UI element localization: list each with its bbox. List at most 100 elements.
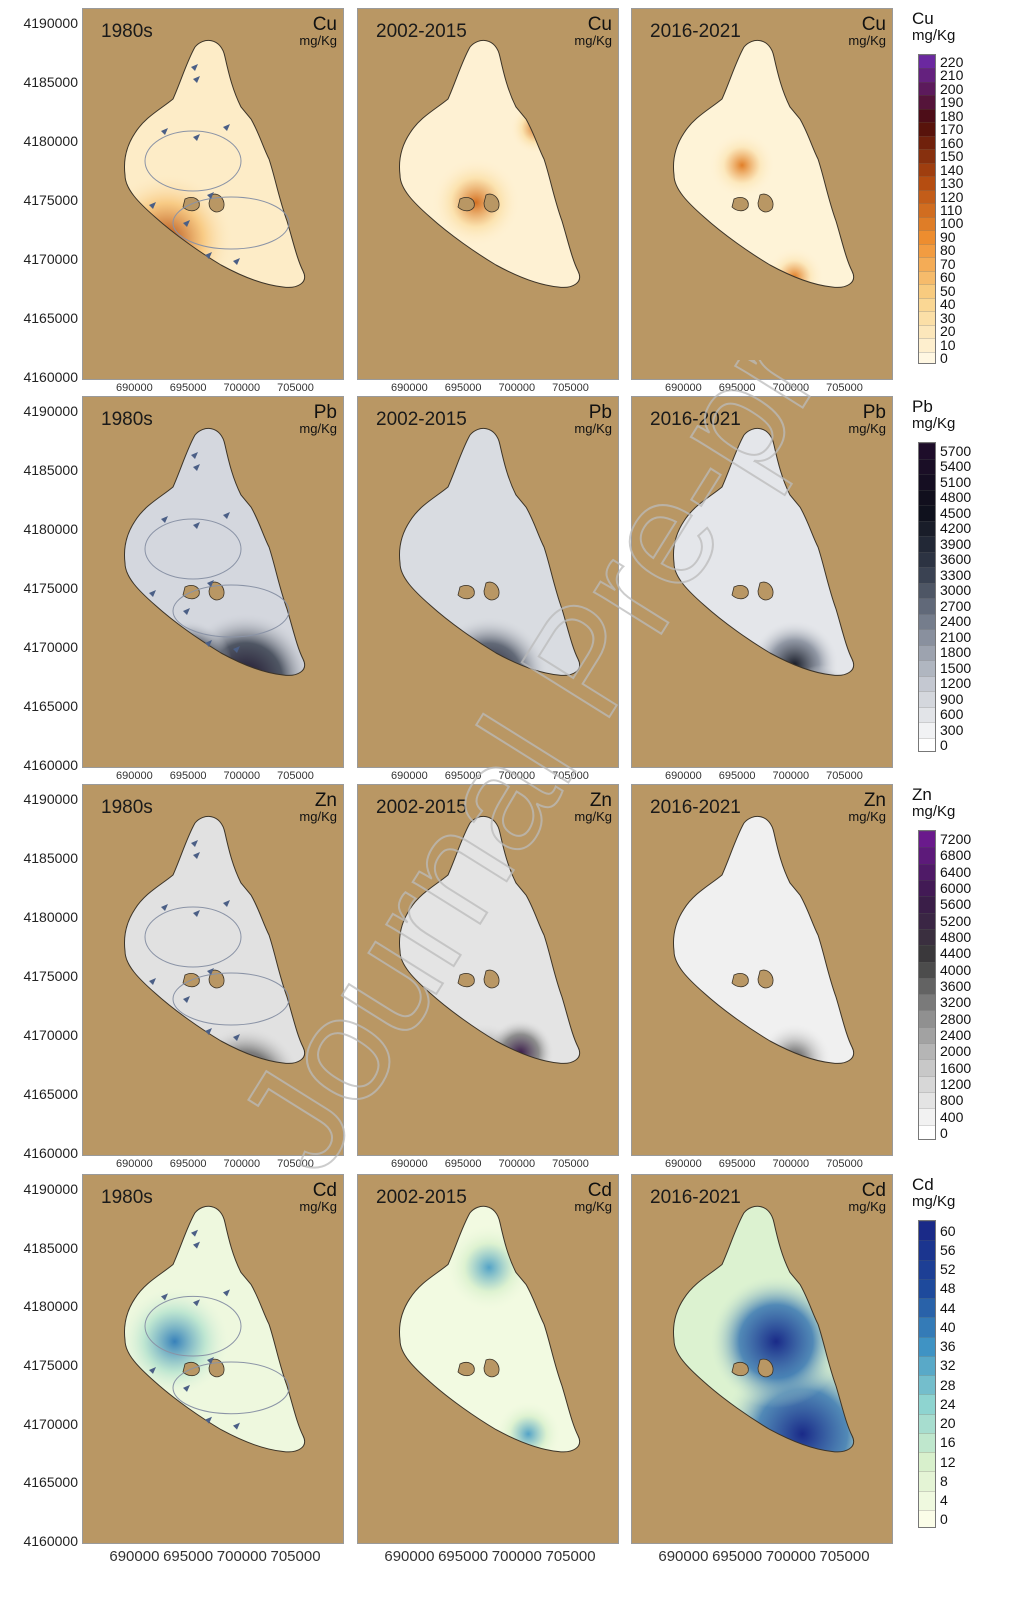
legend-swatch — [919, 1298, 935, 1318]
y-tick-label: 4180000 — [23, 909, 78, 925]
legend-tick-label: 4800 — [940, 489, 972, 506]
unit-label: mg/Kg — [299, 809, 337, 824]
island — [731, 585, 749, 600]
unit-label: mg/Kg — [574, 33, 612, 48]
y-tick-label: 4190000 — [23, 791, 78, 807]
x-tick-label: 695000 — [444, 770, 482, 782]
map-panel-cu-1980s: 1980s Cu mg/Kg — [82, 8, 344, 380]
x-tick-label: 700000 — [223, 382, 261, 394]
x-tick-label: 695000 — [718, 382, 756, 394]
y-tick-label: 4175000 — [23, 1357, 78, 1373]
legend-tick-label: 2000 — [940, 1043, 972, 1060]
x-tick-label: 700000 — [216, 1548, 267, 1565]
flow-arrow-icon — [161, 904, 168, 911]
y-tick-label: 4180000 — [23, 133, 78, 149]
unit-label: mg/Kg — [848, 809, 886, 824]
metal-symbol: Cd — [861, 1180, 886, 1201]
period-label: 2016-2021 — [650, 1187, 741, 1208]
legend-swatch — [919, 722, 935, 738]
legend-color-ramp — [918, 54, 936, 364]
y-tick-label: 4190000 — [23, 403, 78, 419]
legend-unit: mg/Kg — [912, 415, 956, 432]
legend-swatch — [919, 203, 935, 217]
legend-swatch — [919, 149, 935, 163]
legend-tick-label: 2100 — [940, 628, 972, 645]
island — [757, 581, 774, 601]
lagoon-map — [399, 1205, 580, 1453]
legend-swatch — [919, 520, 935, 536]
legend-tick-label: 4000 — [940, 961, 972, 978]
x-tick-label: 705000 — [552, 382, 589, 394]
legend-tick-label: 44 — [940, 1299, 956, 1316]
metal-symbol: Zn — [589, 790, 612, 811]
lagoon-map — [399, 39, 580, 288]
legend-swatch — [919, 351, 935, 363]
y-tick-label: 4165000 — [23, 1086, 78, 1102]
period-label: 1980s — [101, 409, 153, 430]
legend-tick-label: 1500 — [940, 659, 972, 676]
legend-swatch — [919, 1355, 935, 1375]
legend-tick-label: 60 — [940, 1222, 956, 1239]
unit-label: mg/Kg — [848, 33, 886, 48]
flow-circulation-line — [172, 196, 290, 250]
map-panel-zn-2016-2021: 2016-2021 Zn mg/Kg — [631, 784, 893, 1156]
legend-tick-label: 5100 — [940, 473, 972, 490]
concentration-hotspot — [124, 1285, 231, 1397]
flow-arrow-icon — [207, 1357, 214, 1364]
flow-circulation-line — [172, 972, 290, 1026]
legend-swatch — [919, 230, 935, 244]
lagoon-shoreline — [124, 1205, 305, 1453]
x-tick-label: 690000 — [109, 1548, 160, 1565]
flow-arrow-icon — [233, 1034, 240, 1041]
legend-swatch — [919, 928, 935, 946]
unit-label: mg/Kg — [848, 1199, 886, 1214]
legend-tick-label: 3600 — [940, 551, 972, 568]
legend-tick-label: 56 — [940, 1241, 956, 1258]
period-label: 2016-2021 — [650, 797, 741, 818]
lagoon-map — [673, 39, 854, 288]
metal-unit-label: Zn mg/Kg — [574, 791, 612, 823]
legend-swatch — [919, 1317, 935, 1337]
x-tick-label: 690000 — [391, 770, 428, 782]
x-tick-label: 705000 — [545, 1548, 596, 1565]
concentration-hotspot — [757, 1023, 832, 1064]
island — [457, 585, 475, 600]
legend-swatch — [919, 162, 935, 177]
concentration-hotspot — [429, 616, 549, 676]
legend-tick-label: 0 — [940, 1124, 948, 1141]
metal-symbol: Cd — [312, 1180, 337, 1201]
x-tick-label: 705000 — [277, 1158, 314, 1170]
lagoon-map — [124, 1205, 305, 1453]
legend-tick-label: 20 — [940, 1415, 956, 1432]
flow-arrow-icon — [205, 640, 212, 647]
flow-circulation-line — [144, 906, 242, 968]
metal-unit-label: Cu mg/Kg — [299, 15, 337, 47]
lagoon-map — [124, 815, 305, 1064]
flow-arrow-icon — [207, 968, 214, 975]
legend-tick-label: 5200 — [940, 912, 972, 929]
legend-tick-label: 5400 — [940, 458, 972, 475]
y-tick-label: 4175000 — [23, 968, 78, 984]
map-panel-pb-1980s: 1980s Pb mg/Kg — [82, 396, 344, 768]
flow-arrow-icon — [161, 1293, 168, 1301]
legend-tick-label: 110 — [940, 202, 963, 218]
legend-tick-label: 1200 — [940, 1075, 972, 1092]
lagoon-shoreline — [399, 1205, 580, 1453]
map-panel-pb-2016-2021: 2016-2021 Pb mg/Kg — [631, 396, 893, 768]
metal-symbol: Pb — [862, 402, 886, 423]
legend-tick-label: 8 — [940, 1472, 948, 1489]
metal-unit-label: Cd mg/Kg — [848, 1181, 886, 1213]
legend-tick-label: 30 — [940, 309, 956, 326]
y-tick-label: 4165000 — [23, 310, 78, 326]
legend-swatch — [919, 912, 935, 929]
lagoon-shoreline — [124, 815, 305, 1064]
metal-unit-label: Cu mg/Kg — [574, 15, 612, 47]
legend-swatch — [919, 737, 935, 751]
flow-arrow-icon — [193, 134, 200, 141]
legend-tick-label: 52 — [940, 1261, 956, 1278]
flow-arrow-icon — [193, 910, 200, 917]
legend-swatch — [919, 1059, 935, 1076]
period-label: 1980s — [101, 797, 153, 818]
y-tick-label: 4175000 — [23, 580, 78, 596]
x-tick-label: 700000 — [223, 770, 261, 782]
